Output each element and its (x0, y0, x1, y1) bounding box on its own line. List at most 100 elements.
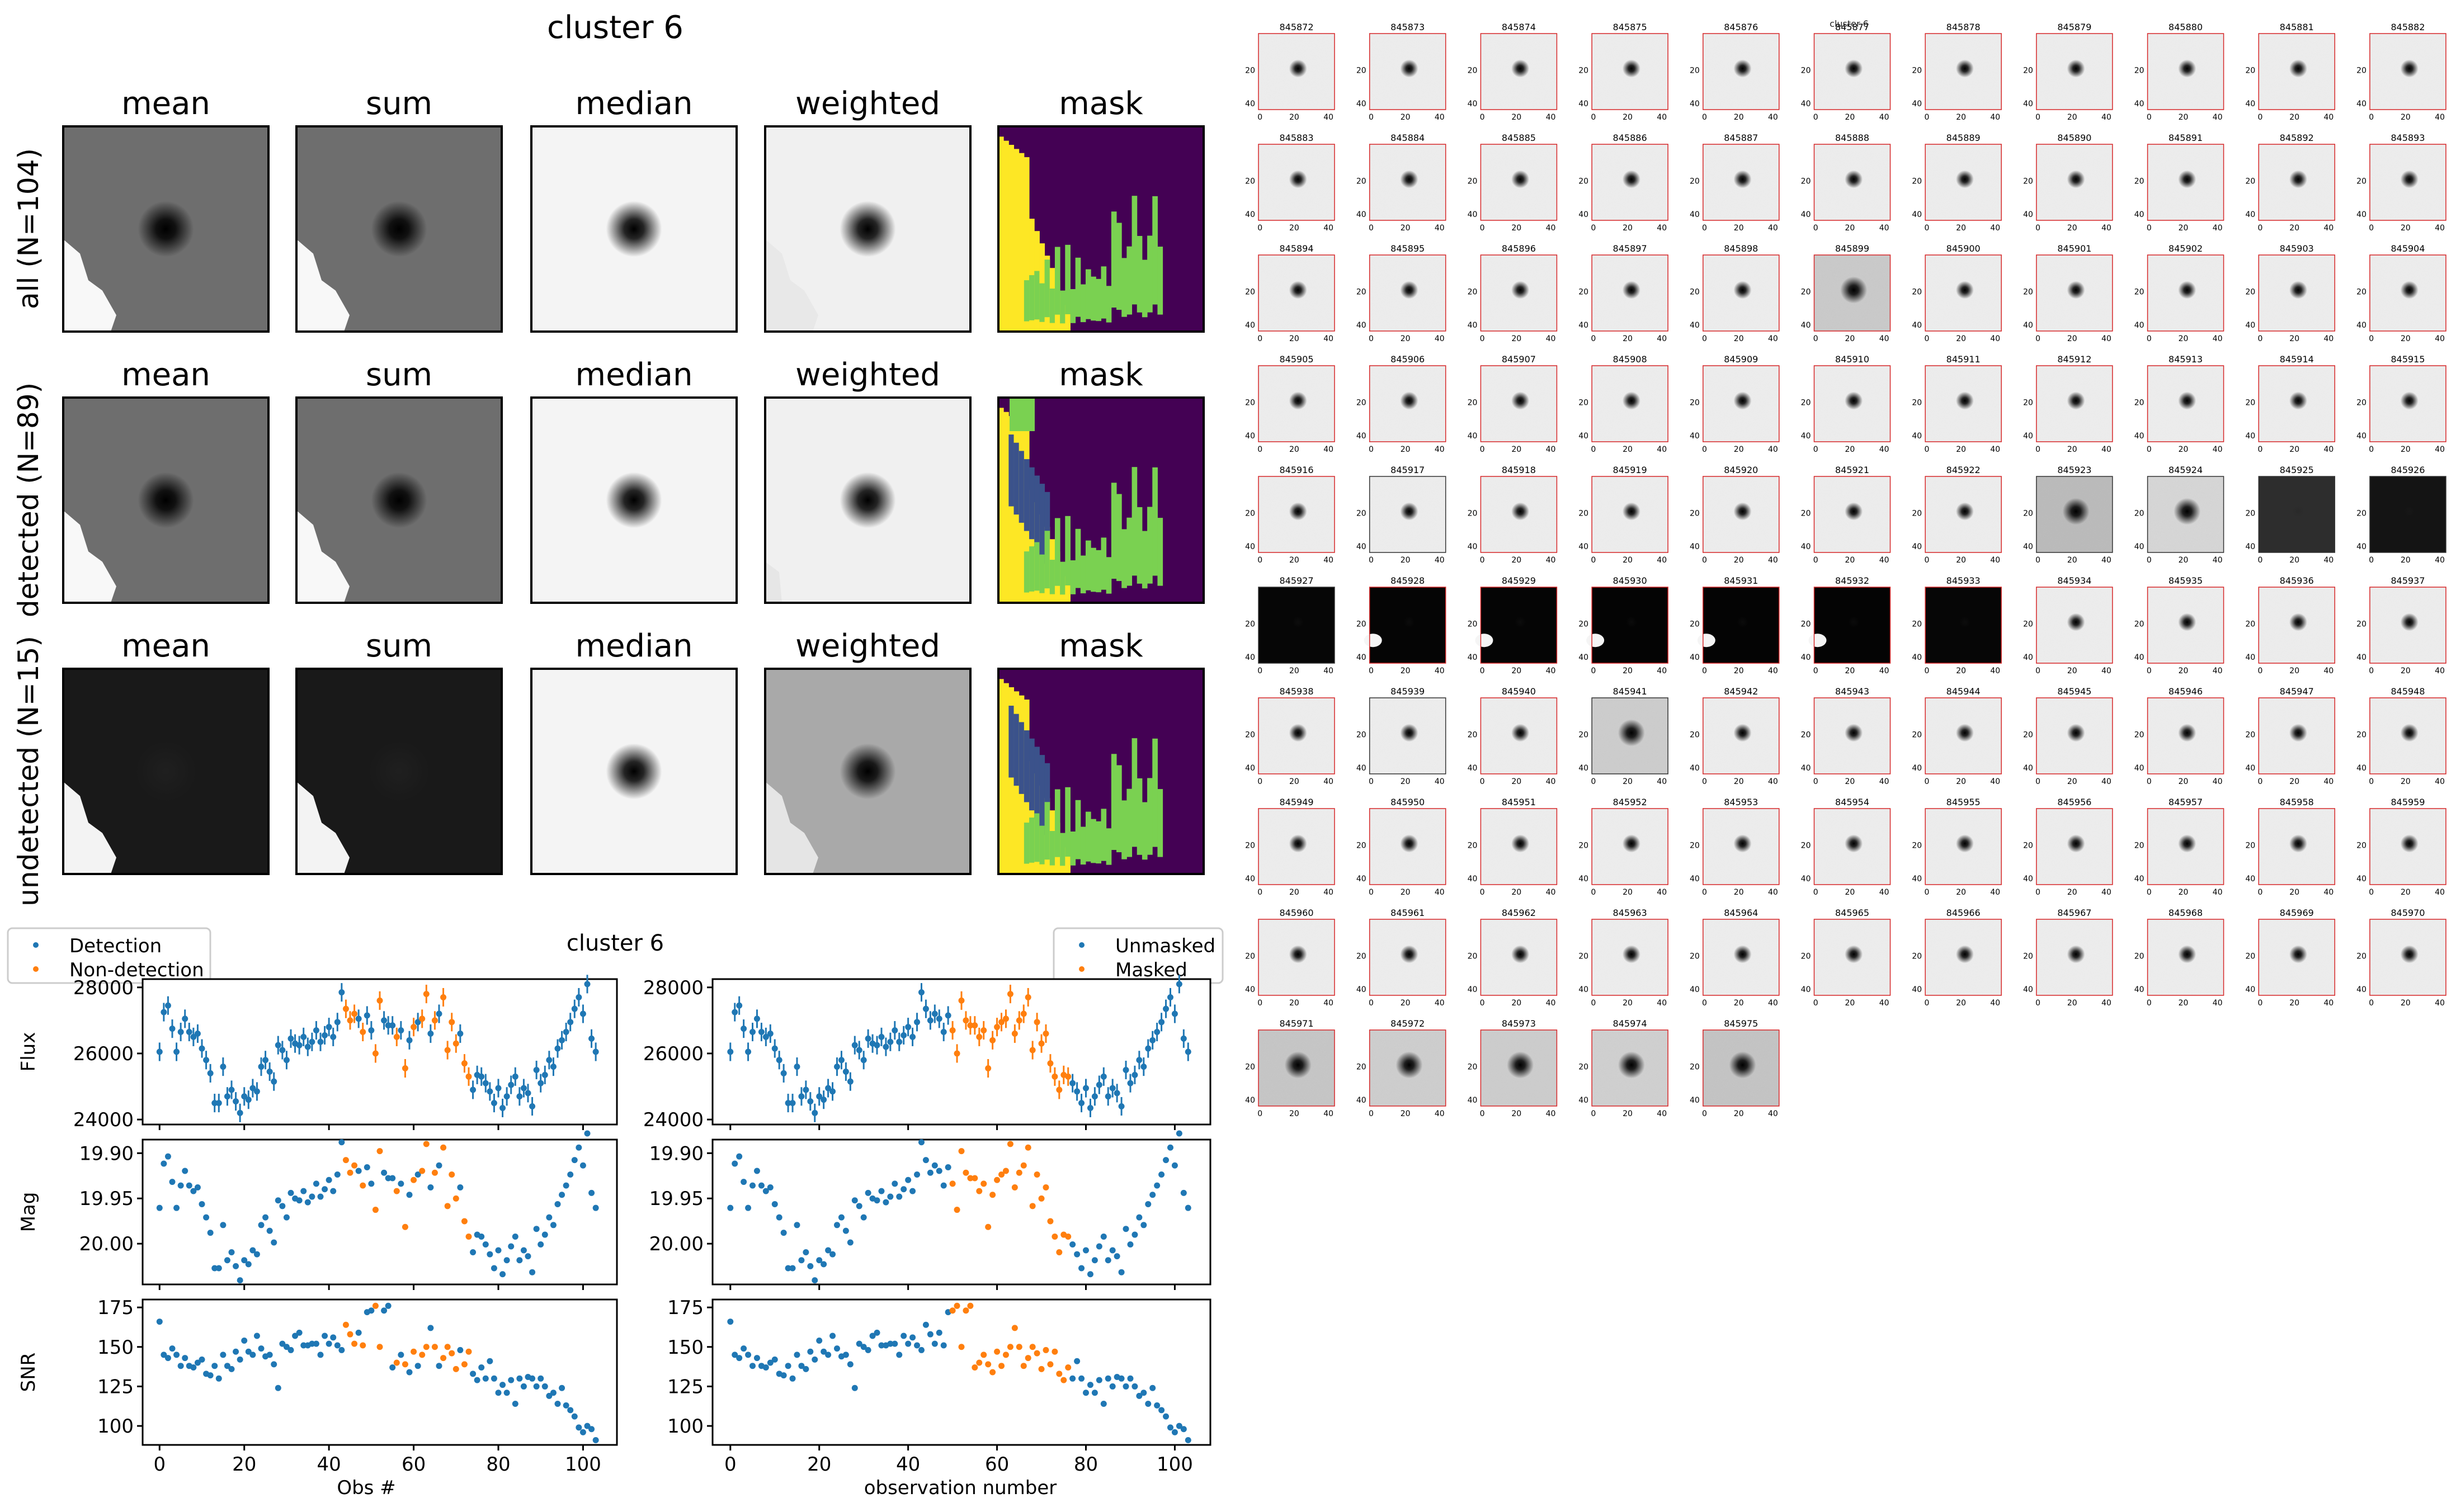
stamp-tick: 0 (1369, 888, 1374, 897)
data-point (322, 1032, 328, 1038)
stamp-tick: 20 (1912, 66, 1922, 75)
data-point (368, 1027, 375, 1034)
data-point (431, 1169, 438, 1176)
data-point (385, 1302, 392, 1309)
data-point (576, 994, 582, 1000)
data-point (1096, 1081, 1102, 1088)
stamp-tick: 0 (1369, 667, 1374, 675)
data-point (803, 1365, 809, 1372)
data-point (1020, 1162, 1027, 1169)
x-tick-label: 60 (985, 1453, 1009, 1476)
data-point (355, 1168, 362, 1174)
stamp-tick: 20 (2067, 888, 2077, 897)
stamp-tick: 0 (1257, 334, 1262, 343)
data-point (749, 1363, 756, 1369)
stamp-tick: 20 (1356, 287, 1366, 296)
data-point (508, 1081, 515, 1088)
stamp-label: 845931 (1724, 575, 1758, 586)
data-point (807, 1348, 814, 1355)
stamp-tick: 40 (2023, 432, 2033, 441)
stamp-tick: 40 (1801, 875, 1811, 883)
stamp-tick: 20 (2289, 224, 2299, 233)
data-point (1167, 994, 1173, 1000)
data-point (936, 1015, 942, 1022)
stamp-label: 845900 (1946, 243, 1981, 254)
data-point (512, 1073, 518, 1080)
stamp-tick: 20 (1289, 777, 1299, 786)
stamp-label: 845894 (1279, 243, 1313, 254)
stamp-tick: 20 (2401, 777, 2411, 786)
data-point (347, 1331, 353, 1338)
stamp-tick: 40 (1468, 875, 1478, 883)
stamp-tick: 0 (1591, 224, 1596, 233)
data-point (253, 1088, 260, 1095)
stamp-tick: 40 (1912, 210, 1922, 219)
stamp-tick: 40 (2245, 542, 2255, 551)
data-point (190, 1188, 197, 1194)
data-point (914, 1342, 921, 1349)
stamp-tick: 0 (1924, 999, 1929, 1008)
data-point (173, 1352, 180, 1358)
stamp-tick: 20 (1690, 509, 1700, 518)
data-point (406, 1369, 413, 1376)
stamp-tick: 20 (1845, 556, 1855, 565)
data-point (936, 1168, 942, 1174)
data-point (164, 1002, 171, 1009)
stamp-tick: 0 (1257, 667, 1262, 675)
y-tick-label: 26000 (643, 1043, 704, 1065)
data-point (905, 1176, 912, 1183)
stamp-tick: 40 (1879, 777, 1889, 786)
stamp-tick: 40 (1768, 334, 1778, 343)
stamp-tick: 40 (2023, 100, 2033, 108)
stamp-label: 845903 (2280, 243, 2314, 254)
legend-unmasked-marker (1079, 942, 1085, 948)
data-point (834, 1222, 840, 1228)
stamp-tick: 20 (1623, 999, 1633, 1008)
data-point (1052, 1234, 1058, 1240)
data-point (275, 1385, 281, 1391)
data-point (785, 1363, 791, 1369)
data-point (199, 1045, 205, 1052)
stamp-tick: 20 (1912, 287, 1922, 296)
stamp-label: 845873 (1390, 22, 1425, 32)
data-point (980, 1352, 987, 1358)
data-point (1091, 1257, 1098, 1264)
stamp-tick: 20 (1511, 888, 1521, 897)
stamp-tick: 40 (2134, 321, 2144, 330)
data-point (1123, 1226, 1129, 1232)
data-point (550, 1222, 557, 1228)
image-cell-weighted (764, 668, 972, 875)
data-point (860, 1057, 867, 1064)
data-point (963, 1017, 969, 1024)
data-point (825, 1247, 832, 1254)
stamp-tick: 40 (1245, 321, 1255, 330)
stamp-tick: 20 (1578, 398, 1588, 407)
stamp-label: 845956 (2057, 797, 2091, 807)
data-point (228, 1249, 235, 1256)
stamp-tick: 0 (1813, 667, 1818, 675)
data-point (892, 1340, 898, 1347)
stamp-tick: 40 (2134, 100, 2144, 108)
data-point (1060, 1377, 1067, 1383)
stamp-tick: 20 (1845, 777, 1855, 786)
stamp-label: 845899 (1835, 243, 1869, 254)
stamp-tick: 20 (1468, 398, 1478, 407)
stamp-tick: 20 (1845, 445, 1855, 454)
stamp-tick: 20 (2245, 841, 2255, 850)
stamp-tick: 40 (1435, 888, 1445, 897)
stamp-tick: 40 (2134, 875, 2144, 883)
stamp-label: 845901 (2057, 243, 2091, 254)
data-point (780, 1070, 787, 1076)
data-point (503, 1093, 510, 1100)
data-point (989, 1369, 996, 1376)
stamp-tick: 40 (1546, 1109, 1556, 1118)
data-point (452, 1365, 459, 1372)
